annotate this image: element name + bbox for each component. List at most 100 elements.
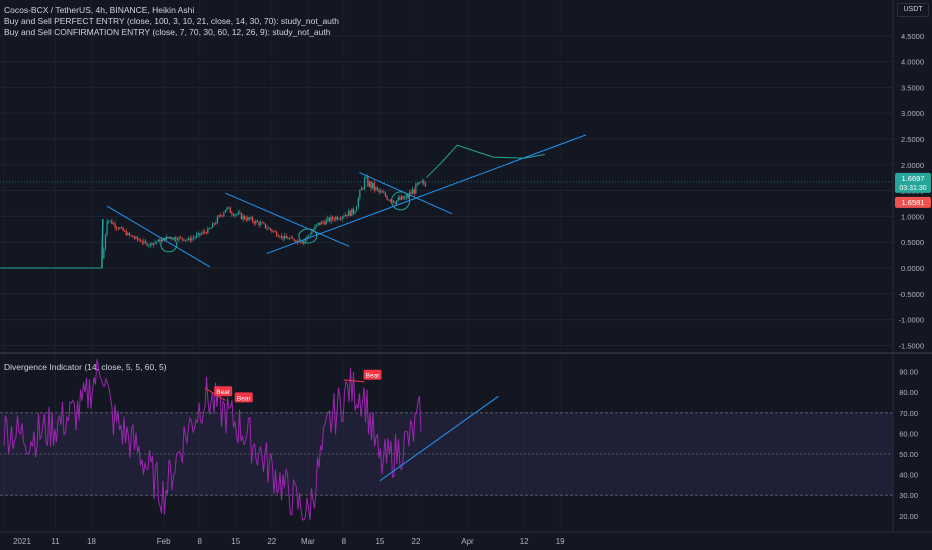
indicator-perfect-entry[interactable]: Buy and Sell PERFECT ENTRY (close, 100, … (4, 16, 339, 26)
candle-body (239, 212, 241, 214)
time-tick-label: Mar (301, 537, 315, 546)
candle-body (194, 237, 196, 238)
candle-body (117, 228, 119, 229)
indicator-confirmation-entry[interactable]: Buy and Sell CONFIRMATION ENTRY (close, … (4, 27, 331, 37)
time-tick-label: 15 (231, 537, 240, 546)
candle-body (264, 223, 267, 228)
candle-body (343, 216, 345, 218)
candle-body (140, 240, 142, 242)
highlight-circle (298, 228, 318, 244)
oscillator-tick-label: 80.00 (899, 388, 918, 397)
candle-body (367, 176, 369, 187)
main-legend: Cocos-BCX / TetherUS, 4h, BINANCE, Heiki… (4, 5, 339, 38)
oscillator-tick-label: 20.00 (899, 512, 918, 521)
candle-body (154, 242, 156, 244)
candle-body (272, 231, 275, 233)
candle-body (250, 217, 252, 220)
bear-label-bg (214, 386, 233, 397)
candle-body (231, 212, 233, 215)
highlight-circle (160, 237, 178, 253)
candle-body (132, 235, 134, 238)
labels: Bear Bear Bear 1.6697 03:31:30 1.6581 (214, 172, 931, 403)
candle-body (268, 228, 270, 229)
candle-body (304, 239, 307, 242)
candle-body (237, 212, 239, 215)
candle-body (322, 221, 324, 223)
candle-body (125, 231, 127, 236)
currency-badge[interactable]: USDT (897, 3, 929, 17)
candle-body (357, 198, 359, 208)
price-tick-label: 0.0000 (901, 264, 924, 273)
candle-body (359, 190, 361, 199)
candle-body (224, 209, 227, 213)
candle-body (285, 235, 287, 238)
candle-body (229, 207, 231, 213)
time-tick-label: 11 (51, 537, 60, 546)
candle-body (386, 196, 388, 200)
candle-body (388, 199, 390, 201)
candle-body (244, 215, 246, 220)
time-tick-label: 22 (412, 537, 421, 546)
candle-body (380, 191, 382, 193)
candle-body (232, 214, 235, 216)
candle-body (314, 226, 316, 230)
candle-body (288, 238, 291, 240)
candle-body (200, 233, 203, 235)
candle-body (376, 187, 379, 190)
candle-body (109, 220, 111, 222)
candle-body (356, 207, 358, 212)
candle-body (256, 220, 259, 223)
grid (0, 35, 893, 346)
candle-body (292, 237, 294, 240)
candle-body (205, 232, 207, 234)
oscillator-tick-label: 30.00 (899, 491, 918, 500)
oscillator-title[interactable]: Divergence Indicator (14, close, 5, 5, 6… (4, 362, 167, 372)
candle-body (245, 219, 247, 221)
candle-body (413, 189, 415, 194)
oscillator-tick-label: 50.00 (899, 450, 918, 459)
time-tick-label: 18 (87, 537, 96, 546)
price-tick-label: 1.0000 (901, 212, 924, 221)
candle-body (183, 239, 185, 241)
candle-body (412, 189, 414, 194)
candle-body (223, 212, 225, 216)
candle-body (120, 227, 123, 229)
candle-body (144, 241, 147, 243)
candle-body (146, 242, 148, 246)
candle-body (128, 233, 131, 235)
candle-body (317, 222, 319, 225)
rsi-band (0, 412, 893, 496)
candle-body (269, 228, 271, 230)
candle-body (349, 210, 351, 216)
projection-curve (425, 144, 545, 179)
price-tick-label: 4.5000 (901, 32, 924, 41)
candle-body (280, 235, 283, 238)
candle-body (216, 216, 219, 223)
symbol-title[interactable]: Cocos-BCX / TetherUS, 4h, BINANCE, Heiki… (4, 5, 195, 15)
candle-body (226, 207, 228, 210)
candle-body (324, 222, 326, 225)
candle-body (295, 240, 297, 242)
candle-body (180, 237, 182, 239)
candle-body (336, 216, 339, 220)
downtrend-line (106, 205, 211, 268)
time-tick-label: Feb (157, 537, 171, 546)
candle-body (348, 210, 350, 217)
candle-body (181, 237, 183, 240)
candle-body (156, 241, 158, 243)
candle-body (293, 239, 295, 241)
bear-label-bg (234, 392, 253, 403)
candle-body (192, 237, 195, 239)
candle-body (138, 239, 140, 241)
candle-body (282, 235, 284, 239)
candle-body (325, 219, 327, 225)
candle-body (261, 222, 263, 224)
candle-body (173, 237, 175, 239)
candle-body (255, 220, 257, 224)
candle-body (354, 211, 356, 214)
time-tick-label: 15 (375, 537, 384, 546)
candle-body (416, 183, 419, 185)
oscillator-series (3, 359, 499, 521)
candle-body (213, 223, 215, 225)
